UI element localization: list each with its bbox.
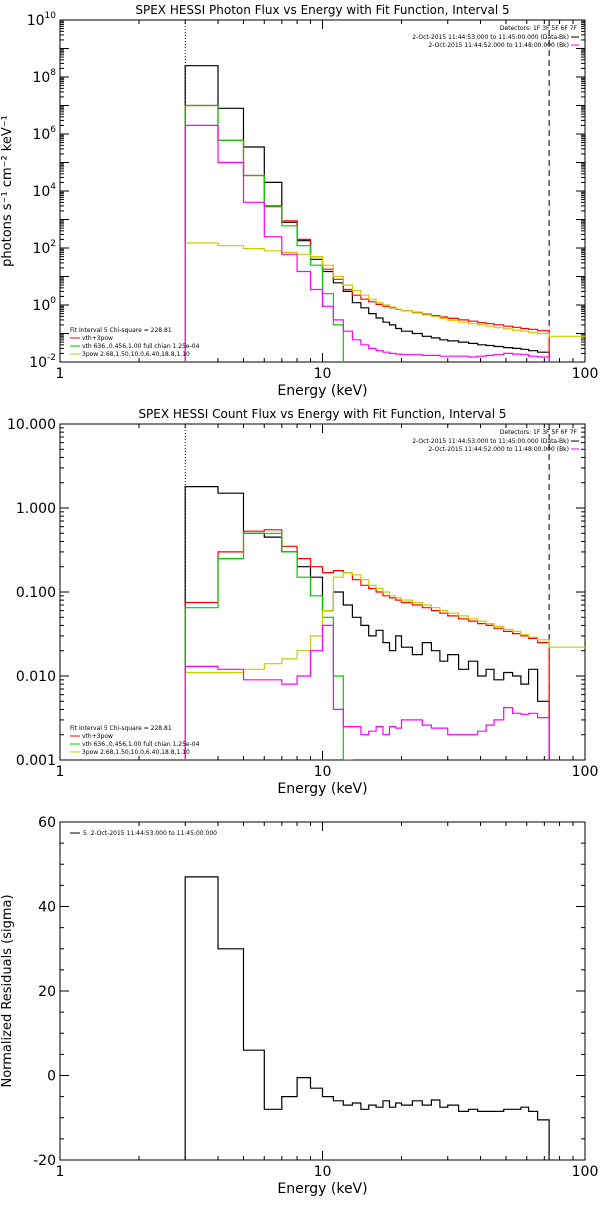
legend-entry-label: 3pow 2.68,1.50,10.0,6.40,18.8,1.10 xyxy=(82,351,190,358)
y-tick-label: 60 xyxy=(38,815,56,831)
y-tick-label-exp: 2 xyxy=(50,239,56,249)
y-tick-label-base: 10 xyxy=(32,241,50,257)
plot-frame xyxy=(59,19,586,363)
x-tick-label: 100 xyxy=(572,1164,599,1180)
x-tick-label: 1 xyxy=(56,1164,65,1180)
y-tick-label: 1.000 xyxy=(16,501,56,517)
y-tick-label-exp: -2 xyxy=(47,353,56,363)
legend-entry-label: 2-Oct-2015 11:44:52.000 to 11:48:00.000 … xyxy=(429,42,570,49)
legend-entry-label: vth 636.,0.456,1.00 full chian 1.25e-04 xyxy=(82,343,200,350)
series-bk xyxy=(184,624,550,760)
series-resid xyxy=(184,876,550,1160)
y-axis: 0.001 0.010 0.100 1.000 10.000 xyxy=(7,417,585,769)
x-tick-label: 100 xyxy=(572,366,599,382)
y-tick-label: 106 xyxy=(32,125,56,143)
series-vth xyxy=(184,532,353,760)
series-pow xyxy=(184,572,585,760)
chart-2: SPEX HESSI Count Flux vs Energy with Fit… xyxy=(7,407,598,797)
series-data xyxy=(184,486,550,760)
x-tick-label: 1 xyxy=(56,764,65,780)
series-fit xyxy=(184,104,550,362)
y-tick-label: 0.100 xyxy=(16,585,56,601)
y-axis-label: Normalized Residuals (sigma) xyxy=(0,894,15,1087)
y-tick-label-exp: 4 xyxy=(50,182,56,192)
legend-entry-label: vth+3pow xyxy=(82,733,113,740)
y-tick-label: 10-2 xyxy=(29,353,56,371)
legend-top: Detectors: 1F 3F 5F 6F 7F 2-Oct-2015 11:4… xyxy=(412,25,579,49)
y-axis-label: photons s⁻¹ cm⁻² keV⁻¹ xyxy=(0,115,15,267)
legend-header: Detectors: 1F 3F 5F 6F 7F xyxy=(500,429,578,436)
legend-bottom: Fit Interval 5 Chi-square = 228.81vth+3p… xyxy=(70,725,200,756)
x-tick-label: 10 xyxy=(314,1164,332,1180)
y-tick-label-exp: 8 xyxy=(50,68,56,78)
x-tick-label: 10 xyxy=(314,764,332,780)
legend-header: Fit Interval 5 Chi-square = 228.81 xyxy=(70,327,172,334)
y-tick-label-base: 10 xyxy=(32,70,50,86)
y-tick-label: 100 xyxy=(32,296,56,314)
chart-1: SPEX HESSI Photon Flux vs Energy with Fi… xyxy=(0,3,598,399)
y-tick-label: 0 xyxy=(47,1069,56,1085)
series-bk xyxy=(184,124,550,362)
x-axis: 1 10 100 xyxy=(56,20,599,382)
series-group xyxy=(184,65,585,362)
legend-top: 5. 2-Oct-2015 11:44:53.000 to 11:45:00.0… xyxy=(70,830,217,837)
legend-entry-label: 3pow 2.68,1.50,10.0,6.40,18.8,1.10 xyxy=(82,749,190,756)
legend-entry-label: vth 636.,0.456,1.00 full chian 1.25e-04 xyxy=(82,741,200,748)
y-tick-label-base: 10 xyxy=(32,298,50,314)
y-tick-label: 0.010 xyxy=(16,669,56,685)
series-vth xyxy=(184,104,344,362)
x-axis-label: Energy (keV) xyxy=(277,383,367,399)
legend-top: Detectors: 1F 3F 5F 6F 7F 2-Oct-2015 11:4… xyxy=(412,429,579,453)
series-pow xyxy=(184,242,585,362)
legend-entry-label: 2-Oct-2015 11:44:53.000 to 11:45:00.000 … xyxy=(412,34,569,41)
y-tick-label: -20 xyxy=(33,1153,56,1169)
y-tick-label-base: 10 xyxy=(32,127,50,143)
y-tick-label: 20 xyxy=(38,984,56,1000)
x-tick-label: 1 xyxy=(56,366,65,382)
x-axis: 1 10 100 xyxy=(56,424,599,780)
chart-title: SPEX HESSI Count Flux vs Energy with Fit… xyxy=(138,407,506,421)
legend-bottom: Fit Interval 5 Chi-square = 228.81vth+3p… xyxy=(70,327,200,358)
x-tick-label: 10 xyxy=(314,366,332,382)
legend-entry-label: 2-Oct-2015 11:44:53.000 to 11:45:00.000 … xyxy=(412,438,569,445)
legend-header: Fit Interval 5 Chi-square = 228.81 xyxy=(70,725,172,732)
y-tick-label: 40 xyxy=(38,900,56,916)
y-tick-label: 10.000 xyxy=(7,417,56,433)
y-tick-label-base: 10 xyxy=(27,13,45,29)
series-group xyxy=(184,876,550,1160)
series-group xyxy=(184,486,585,760)
legend-entry-label: vth+3pow xyxy=(82,335,113,342)
y-axis: -20 0 20 40 60 xyxy=(33,815,585,1169)
series-data xyxy=(184,65,550,362)
y-tick-label: 0.001 xyxy=(16,753,56,769)
legend-header: Detectors: 1F 3F 5F 6F 7F xyxy=(500,25,578,32)
y-tick-label: 102 xyxy=(32,239,56,257)
y-tick-label-base: 10 xyxy=(29,355,47,371)
x-axis-label: Energy (keV) xyxy=(277,781,367,797)
y-tick-label: 1010 xyxy=(27,11,57,29)
y-tick-label-base: 10 xyxy=(32,184,50,200)
x-tick-label: 100 xyxy=(572,764,599,780)
y-tick-label-exp: 0 xyxy=(50,296,56,306)
x-axis-label: Energy (keV) xyxy=(277,1181,367,1197)
y-tick-label: 108 xyxy=(32,68,56,86)
chart-3: 1 10 100 Energy (keV) -20 0 20 40 60 Normalized R… xyxy=(0,815,598,1197)
y-tick-label-exp: 6 xyxy=(50,125,56,135)
x-axis: 1 10 100 xyxy=(56,822,599,1180)
legend-entry-label: 5. 2-Oct-2015 11:44:53.000 to 11:45:00.0… xyxy=(83,830,217,837)
y-tick-label: 104 xyxy=(32,182,56,200)
series-fit xyxy=(184,529,550,760)
chart-title: SPEX HESSI Photon Flux vs Energy with Fi… xyxy=(135,3,509,17)
legend-entry-label: 2-Oct-2015 11:44:52.000 to 11:48:00.000 … xyxy=(429,446,570,453)
y-tick-label-exp: 10 xyxy=(45,11,57,21)
